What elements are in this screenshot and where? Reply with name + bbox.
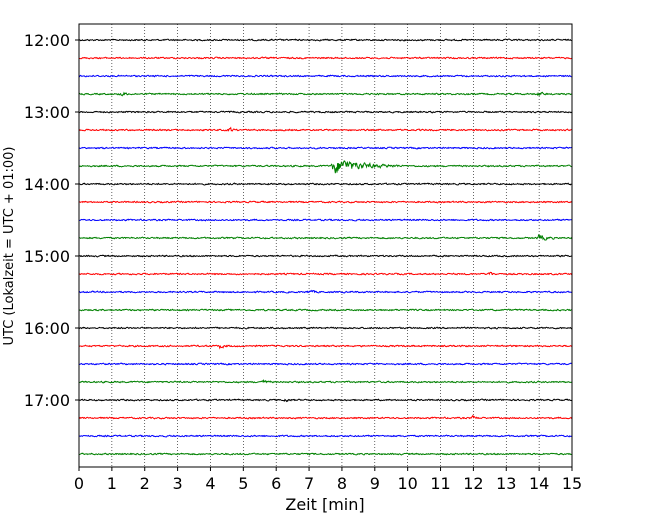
trace-row-1730 [78, 434, 573, 438]
y-tick-label-1300: 13:00 [24, 103, 70, 122]
x-tick-label-13: 13 [496, 474, 516, 493]
y-axis-ticks: 12:00 13:00 14:00 15:00 16:00 17:00 [24, 31, 79, 410]
y-axis-title: UTC (Lokalzeit = UTC + 01:00) [2, 147, 17, 346]
trace-row-1330 [78, 146, 573, 150]
trace-row-1715 [78, 414, 573, 420]
x-tick-label-1: 1 [107, 474, 117, 493]
trace-row-1600 [78, 326, 573, 330]
y-tick-label-1600: 16:00 [24, 319, 70, 338]
trace-row-1530 [78, 289, 573, 294]
x-tick-label-7: 7 [304, 474, 314, 493]
trace-row-1230 [78, 74, 573, 78]
seismogram-traces [78, 38, 573, 456]
trace-row-1615 [78, 344, 573, 350]
x-tick-label-0: 0 [74, 474, 84, 493]
trace-row-1545 [78, 308, 573, 312]
trace-row-1245 [79, 91, 573, 97]
plot-frame [78, 23, 573, 468]
trace-row-1430 [78, 218, 573, 222]
trace-row-1315 [78, 126, 573, 132]
y-tick-label-1200: 12:00 [24, 31, 70, 50]
trace-row-1700 [78, 398, 573, 403]
trace-row-1645 [78, 379, 573, 384]
trace-row-1500 [78, 254, 573, 258]
x-axis-title: Zeit [min] [285, 495, 364, 514]
x-tick-label-3: 3 [173, 474, 183, 493]
trace-row-1300 [78, 110, 573, 114]
trace-row-1630 [78, 362, 573, 366]
x-tick-label-12: 12 [463, 474, 483, 493]
x-tick-label-4: 4 [205, 474, 215, 493]
trace-row-1445 [79, 234, 573, 241]
x-tick-label-15: 15 [562, 474, 582, 493]
trace-row-1400 [78, 182, 573, 186]
y-tick-label-1700: 17:00 [24, 391, 70, 410]
x-tick-label-14: 14 [529, 474, 549, 493]
y-tick-label-1400: 14:00 [24, 175, 70, 194]
x-tick-label-8: 8 [337, 474, 347, 493]
x-tick-label-11: 11 [430, 474, 450, 493]
trace-row-1345 [78, 160, 573, 174]
trace-row-1200 [78, 38, 573, 42]
trace-row-1515 [78, 271, 573, 276]
x-tick-label-6: 6 [271, 474, 281, 493]
x-axis-ticks: 0 1 2 3 4 5 6 7 8 9 10 11 12 13 14 15 [74, 467, 582, 493]
x-tick-label-9: 9 [370, 474, 380, 493]
y-tick-label-1500: 15:00 [24, 247, 70, 266]
x-tick-label-5: 5 [238, 474, 248, 493]
trace-row-1215 [78, 56, 573, 60]
trace-row-1745 [78, 452, 573, 456]
x-tick-label-2: 2 [140, 474, 150, 493]
trace-row-1415 [78, 200, 573, 204]
x-tick-label-10: 10 [397, 474, 417, 493]
grid-lines [111, 24, 540, 467]
